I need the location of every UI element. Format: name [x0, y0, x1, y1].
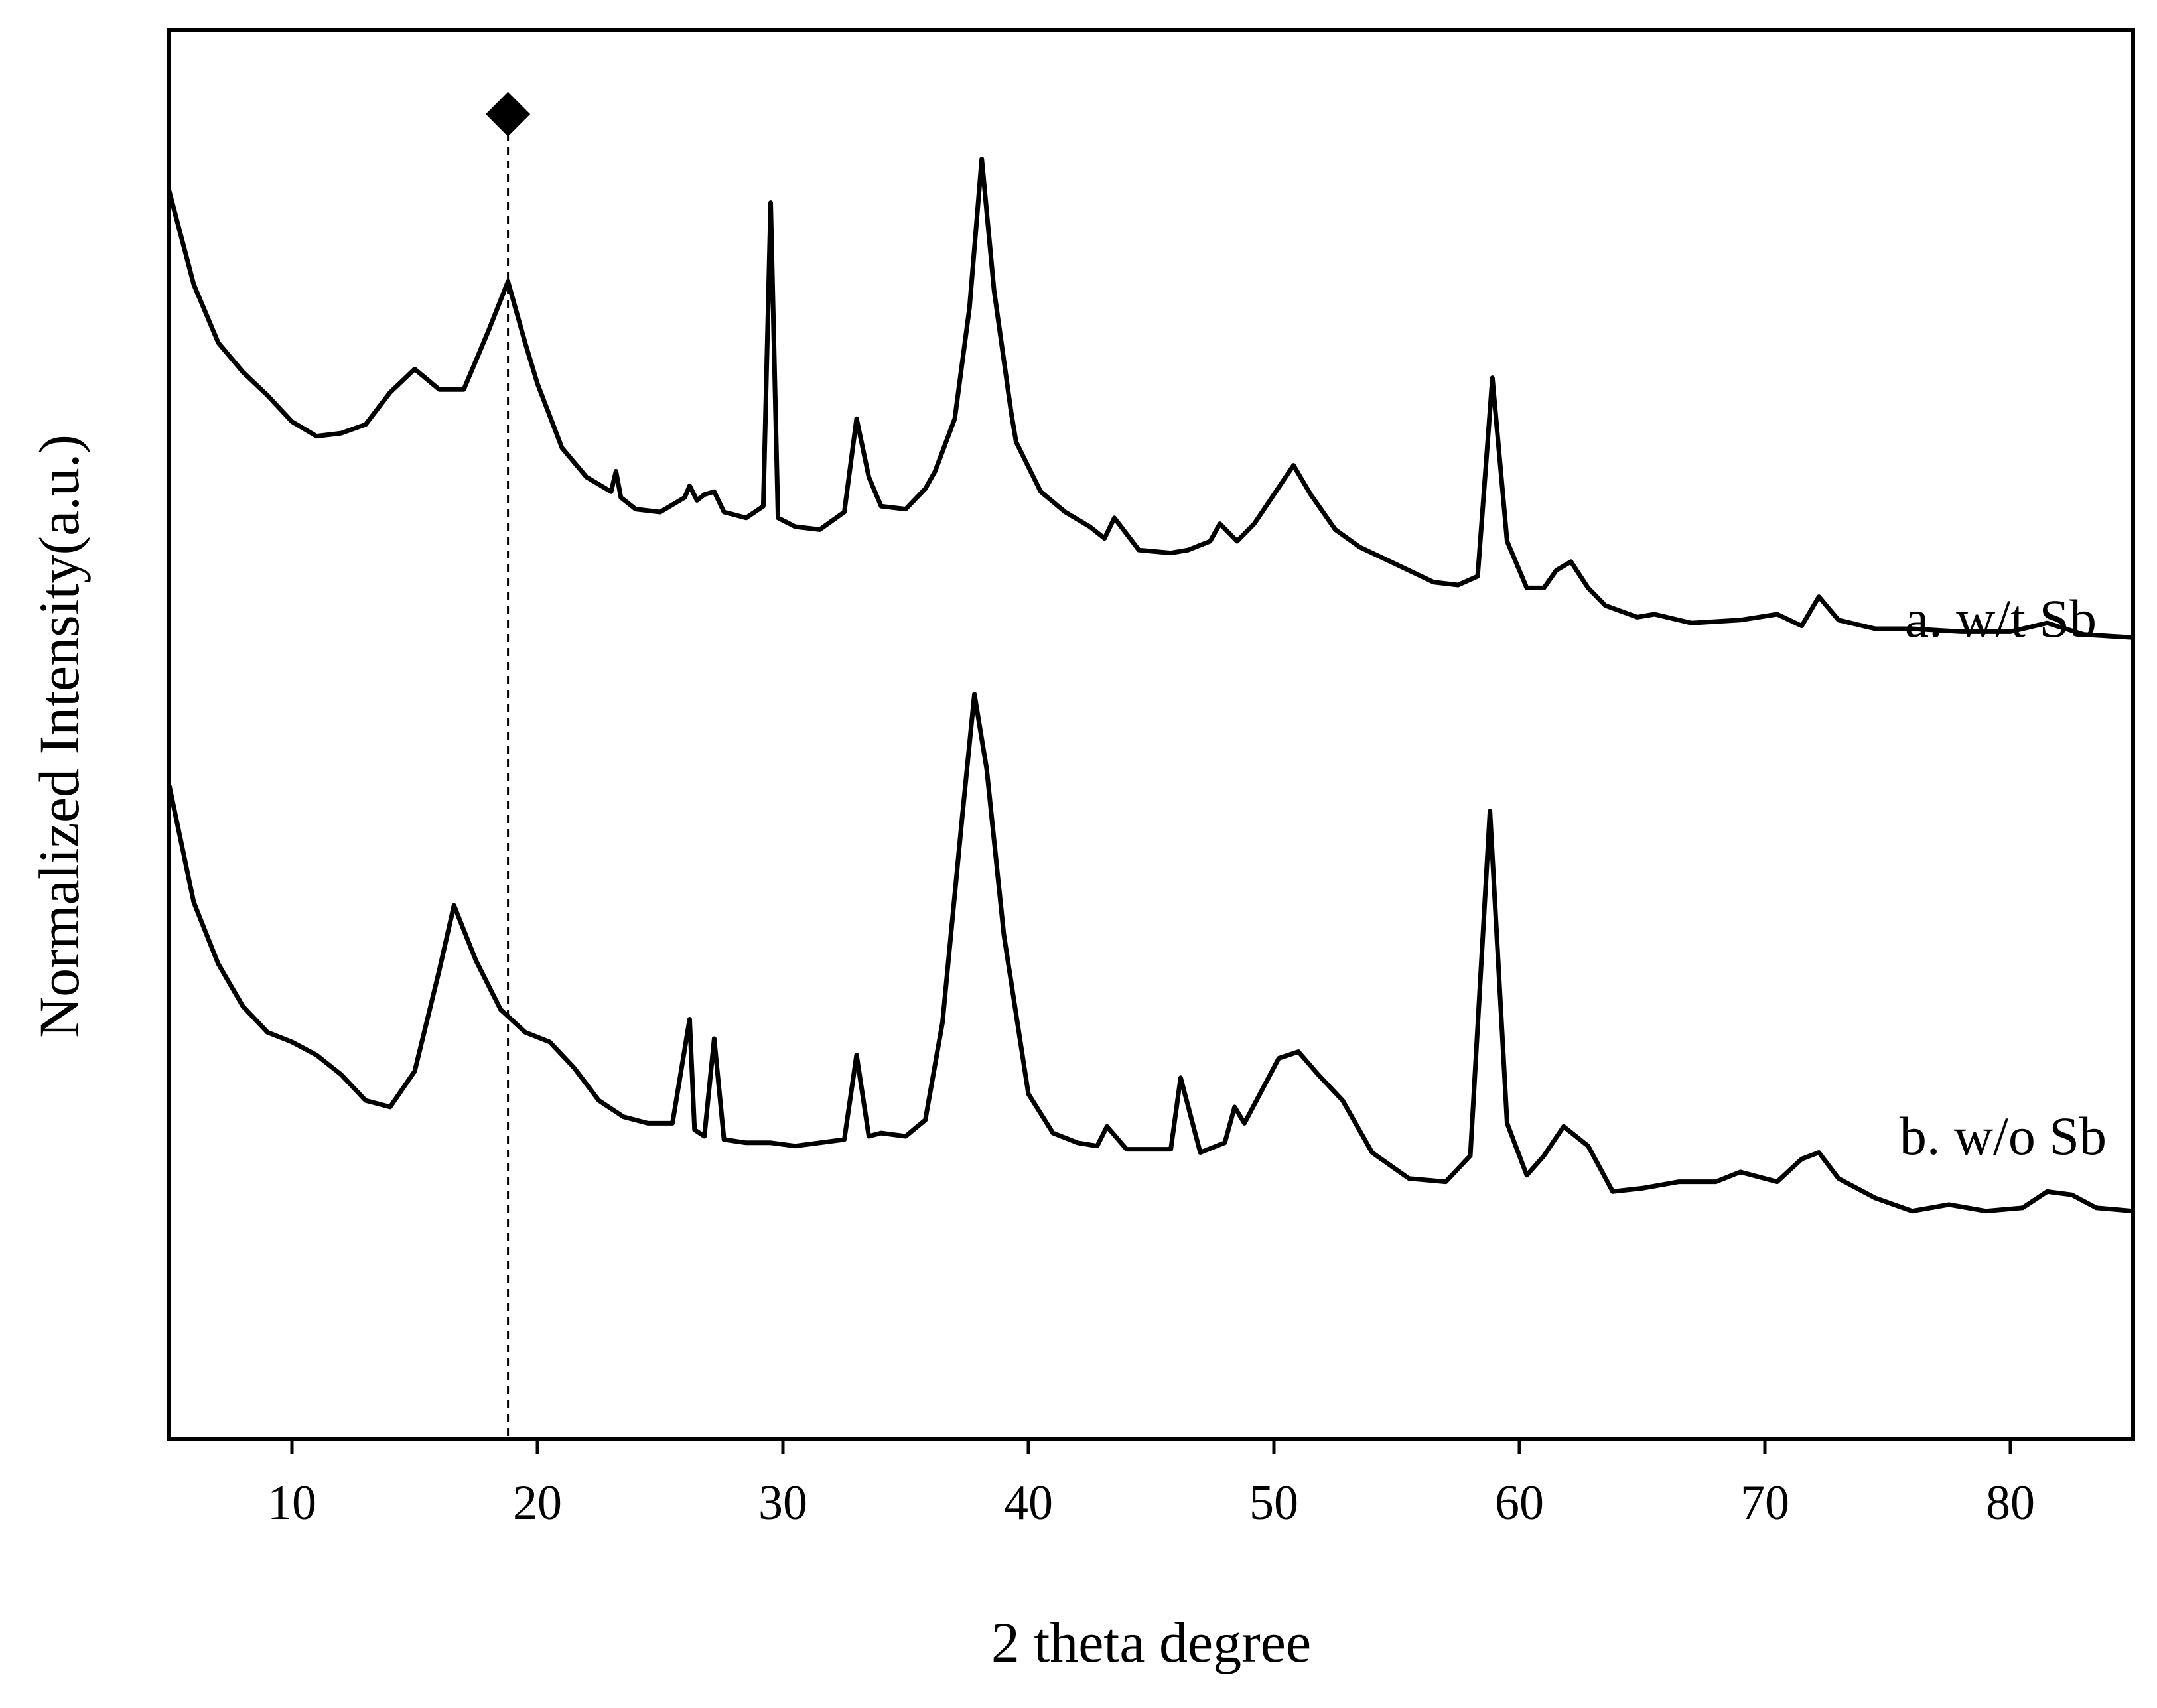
y-axis-title: Normalized Intensity(a.u.) [27, 434, 91, 1038]
series-line-b [167, 692, 2134, 1214]
x-tick-label: 40 [1004, 1476, 1053, 1530]
series-group [167, 157, 2134, 1214]
diamond-marker-icon: ◆ [486, 78, 531, 143]
series-line-a [167, 157, 2134, 640]
x-tick-label: 70 [1740, 1476, 1789, 1530]
plot-area: ◆ [167, 28, 2135, 1441]
x-tick-label: 30 [758, 1476, 807, 1530]
series-label-b: b. w/o Sb [1900, 1106, 2107, 1166]
x-axis-ticks [290, 1439, 2012, 1454]
x-tick-label: 10 [267, 1476, 316, 1530]
x-tick-label: 20 [513, 1476, 562, 1530]
x-axis-tick-labels: 10 20 30 40 50 60 70 80 [267, 1476, 2035, 1530]
x-tick-label: 50 [1249, 1476, 1298, 1530]
series-label-a: a. w/t Sb [1905, 588, 2097, 649]
x-tick-label: 60 [1495, 1476, 1544, 1530]
x-tick-label: 80 [1986, 1476, 2035, 1530]
plot-frame [167, 28, 2135, 1441]
x-axis-title: 2 theta degree [991, 1610, 1311, 1674]
series-labels: a. w/t Sb b. w/o Sb [1900, 588, 2107, 1166]
